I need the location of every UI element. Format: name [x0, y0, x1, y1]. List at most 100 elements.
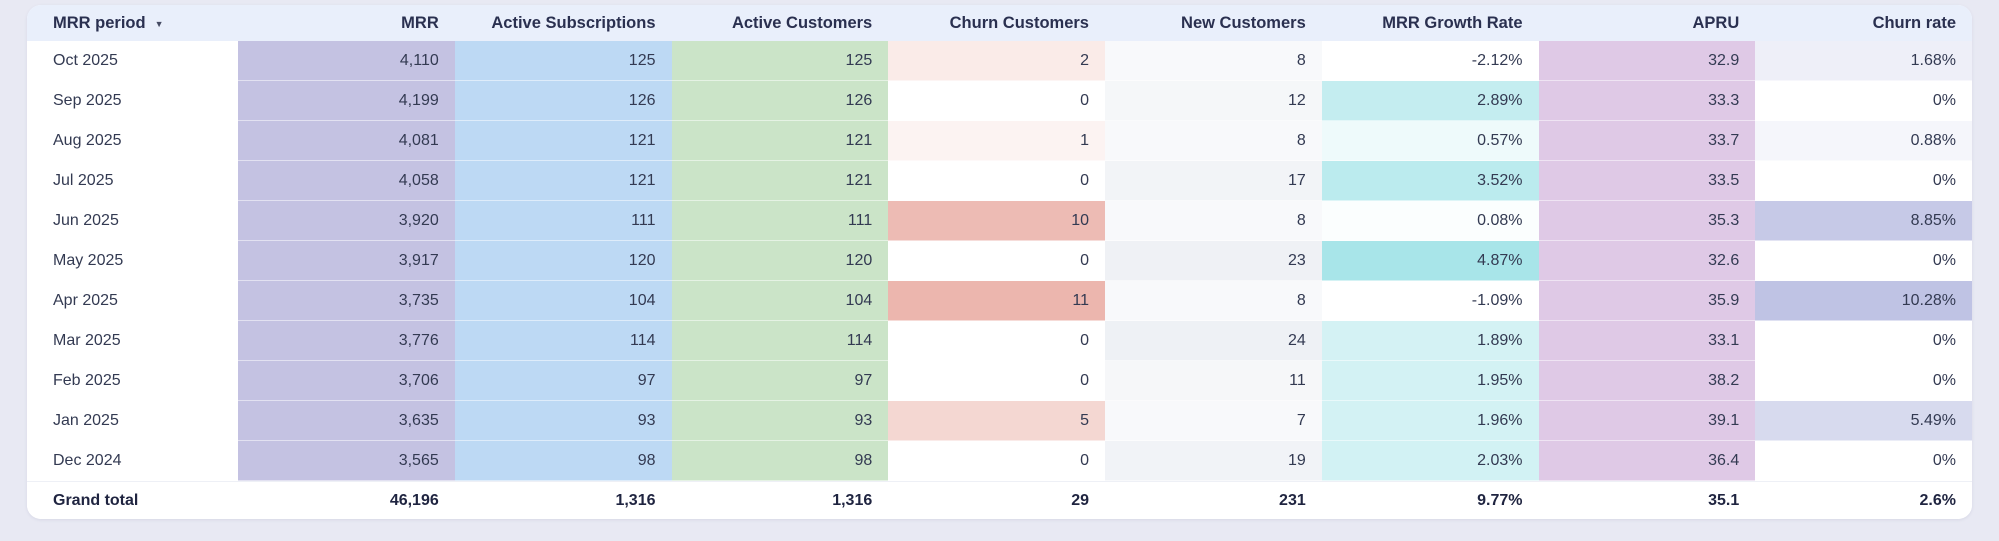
cell-growth: 3.52%	[1321, 161, 1539, 201]
cell-growth: 1.95%	[1321, 361, 1539, 401]
total-cell-apru: 35.1	[1538, 482, 1756, 519]
cell-growth: 0.08%	[1321, 201, 1539, 241]
cell-apru: 32.6	[1538, 241, 1756, 281]
cell-period: Jul 2025	[27, 161, 238, 201]
cell-period: Jun 2025	[27, 201, 238, 241]
cell-customers: 121	[671, 161, 889, 201]
total-cell-mrr: 46,196	[238, 482, 455, 519]
cell-subs: 111	[454, 201, 672, 241]
cell-apru: 35.9	[1538, 281, 1756, 321]
cell-subs: 126	[454, 81, 672, 121]
total-cell-subs: 1,316	[454, 482, 672, 519]
cell-new: 23	[1105, 241, 1322, 281]
cell-period: Apr 2025	[27, 281, 238, 321]
cell-apru: 38.2	[1538, 361, 1756, 401]
cell-apru: 32.9	[1538, 41, 1756, 81]
total-cell-customers: 1,316	[671, 482, 889, 519]
table-row: Jul 2025 4,058 121 121 0 17 3.52% 33.5 0%	[27, 161, 1972, 201]
total-cell-new: 231	[1105, 482, 1322, 519]
cell-customers: 111	[671, 201, 889, 241]
cell-new: 7	[1105, 401, 1322, 441]
cell-new: 19	[1105, 441, 1322, 481]
cell-customers: 93	[671, 401, 889, 441]
column-header-churn-customers[interactable]: Churn Customers	[949, 13, 1089, 32]
cell-mrr: 3,706	[238, 361, 455, 401]
cell-churn_rate: 0.88%	[1755, 121, 1972, 161]
total-cell-churn: 29	[888, 482, 1105, 519]
column-header-mrr-period[interactable]: MRR period ▼	[27, 5, 238, 41]
table-row: May 2025 3,917 120 120 0 23 4.87% 32.6 0%	[27, 241, 1972, 281]
column-header-active-subscriptions[interactable]: Active Subscriptions	[491, 13, 656, 32]
cell-customers: 125	[671, 41, 889, 81]
cell-subs: 121	[454, 161, 672, 201]
cell-growth: 4.87%	[1321, 241, 1539, 281]
table-row: Apr 2025 3,735 104 104 11 8 -1.09% 35.9 10.28%	[27, 281, 1972, 321]
cell-churn: 5	[888, 401, 1105, 441]
cell-customers: 126	[671, 81, 889, 121]
cell-churn: 0	[888, 161, 1105, 201]
column-header-churn-rate[interactable]: Churn rate	[1872, 13, 1956, 32]
cell-period: Mar 2025	[27, 321, 238, 361]
cell-churn: 0	[888, 441, 1105, 481]
table-row: Dec 2024 3,565 98 98 0 19 2.03% 36.4 0%	[27, 441, 1972, 481]
cell-period: Dec 2024	[27, 441, 238, 481]
table-row: Mar 2025 3,776 114 114 0 24 1.89% 33.1 0%	[27, 321, 1972, 361]
cell-customers: 114	[671, 321, 889, 361]
cell-new: 24	[1105, 321, 1322, 361]
table-header-row: MRR period ▼ MRR Active Subscriptions Ac…	[27, 5, 1972, 41]
column-header-mrr-growth-rate[interactable]: MRR Growth Rate	[1382, 13, 1523, 32]
column-header-apru[interactable]: APRU	[1692, 13, 1740, 32]
cell-mrr: 3,776	[238, 321, 455, 361]
cell-mrr: 3,920	[238, 201, 455, 241]
cell-new: 12	[1105, 81, 1322, 121]
cell-churn_rate: 5.49%	[1755, 401, 1972, 441]
table-body: Oct 2025 4,110 125 125 2 8 -2.12% 32.9 1.68% Sep …	[27, 41, 1972, 519]
column-header-mrr[interactable]: MRR	[401, 13, 439, 32]
table-row: Jun 2025 3,920 111 111 10 8 0.08% 35.3 8.85%	[27, 201, 1972, 241]
cell-new: 17	[1105, 161, 1322, 201]
cell-churn: 10	[888, 201, 1105, 241]
cell-growth: -2.12%	[1322, 41, 1539, 81]
cell-apru: 33.3	[1538, 81, 1756, 121]
cell-churn_rate: 0%	[1755, 361, 1972, 401]
cell-churn: 1	[888, 121, 1105, 161]
cell-new: 8	[1105, 281, 1322, 321]
cell-churn: 0	[888, 361, 1105, 401]
cell-churn: 11	[888, 281, 1105, 321]
cell-churn_rate: 1.68%	[1755, 41, 1972, 81]
cell-mrr: 3,917	[238, 241, 455, 281]
cell-mrr: 4,058	[238, 161, 455, 201]
cell-subs: 114	[454, 321, 672, 361]
cell-growth: 1.89%	[1321, 321, 1539, 361]
cell-subs: 125	[454, 41, 672, 81]
cell-growth: 0.57%	[1321, 121, 1539, 161]
table-row: Oct 2025 4,110 125 125 2 8 -2.12% 32.9 1.68%	[27, 41, 1972, 81]
grand-total-row: Grand total 46,196 1,316 1,316 29 231 9.77% 35.…	[27, 481, 1972, 519]
cell-churn_rate: 10.28%	[1755, 281, 1972, 321]
column-header-new-customers[interactable]: New Customers	[1181, 13, 1306, 32]
cell-period: Sep 2025	[27, 81, 238, 121]
total-cell-period: Grand total	[27, 482, 238, 519]
cell-subs: 93	[454, 401, 672, 441]
cell-customers: 97	[671, 361, 889, 401]
cell-new: 8	[1105, 41, 1322, 81]
sort-arrow-icon: ▼	[154, 18, 164, 29]
cell-growth: 1.96%	[1321, 401, 1539, 441]
total-cell-growth: 9.77%	[1321, 482, 1539, 519]
cell-customers: 98	[671, 441, 889, 481]
cell-mrr: 3,635	[238, 401, 455, 441]
cell-churn_rate: 0%	[1755, 81, 1972, 121]
cell-mrr: 4,081	[238, 121, 455, 161]
cell-churn: 0	[888, 81, 1105, 121]
cell-subs: 97	[454, 361, 672, 401]
column-header-active-customers[interactable]: Active Customers	[731, 13, 873, 32]
cell-customers: 121	[671, 121, 889, 161]
cell-churn_rate: 0%	[1755, 321, 1972, 361]
cell-mrr: 3,735	[238, 281, 455, 321]
cell-apru: 33.7	[1538, 121, 1756, 161]
cell-period: Jan 2025	[27, 401, 238, 441]
table-row: Sep 2025 4,199 126 126 0 12 2.89% 33.3 0%	[27, 81, 1972, 121]
cell-subs: 104	[454, 281, 672, 321]
cell-apru: 39.1	[1538, 401, 1756, 441]
cell-period: May 2025	[27, 241, 238, 281]
